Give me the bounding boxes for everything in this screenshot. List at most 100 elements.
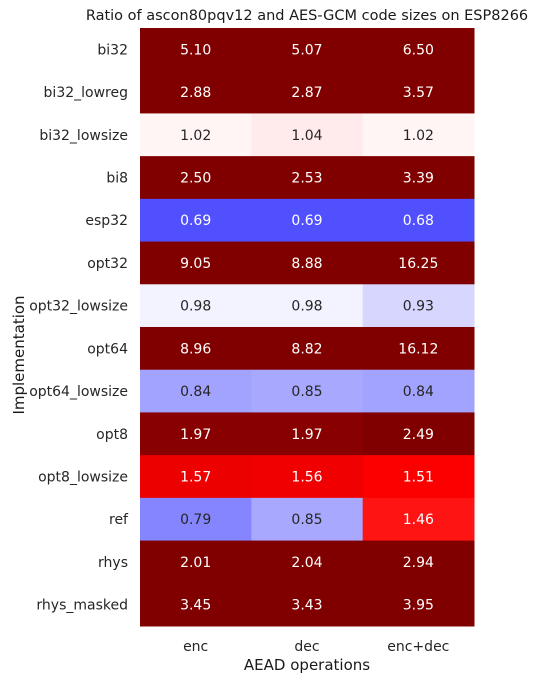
cell-value-label: 1.04 bbox=[291, 128, 322, 144]
cell-value-label: 1.02 bbox=[180, 128, 211, 144]
cell-value-label: 0.68 bbox=[403, 213, 434, 229]
heatmap-cell bbox=[251, 327, 364, 371]
cell-value-label: 3.95 bbox=[403, 598, 434, 614]
cell-value-label: 5.07 bbox=[291, 42, 322, 58]
column-tick-label: enc+dec bbox=[387, 639, 449, 655]
row-tick-label: esp32 bbox=[85, 213, 128, 229]
cell-value-label: 2.49 bbox=[403, 427, 434, 443]
cell-value-label: 1.02 bbox=[403, 128, 434, 144]
row-tick-label: rhys bbox=[98, 555, 128, 571]
row-tick-label: opt32_lowsize bbox=[29, 299, 128, 315]
cell-value-label: 3.45 bbox=[180, 598, 211, 614]
heatmap-cell bbox=[362, 198, 475, 243]
cell-value-label: 5.10 bbox=[180, 42, 211, 58]
heatmap-cell bbox=[362, 540, 475, 584]
heatmap-cell bbox=[362, 70, 475, 114]
heatmap-cell bbox=[362, 241, 475, 285]
heatmap-cell bbox=[140, 369, 252, 413]
cell-value-label: 0.98 bbox=[291, 299, 322, 315]
cell-value-label: 3.39 bbox=[403, 171, 434, 187]
heatmap-cell bbox=[140, 70, 252, 114]
heatmap-cell bbox=[140, 241, 252, 285]
heatmap-cell bbox=[251, 241, 364, 285]
cell-value-label: 8.96 bbox=[180, 341, 211, 357]
heatmap-cell bbox=[140, 28, 252, 72]
cell-value-label: 3.57 bbox=[403, 85, 434, 101]
cell-value-label: 0.69 bbox=[180, 213, 211, 229]
cell-value-label: 0.84 bbox=[403, 384, 434, 400]
cell-value-label: 2.94 bbox=[403, 555, 434, 571]
heatmap-cell bbox=[140, 113, 252, 157]
column-tick-label: enc bbox=[183, 639, 208, 655]
cell-value-label: 3.43 bbox=[291, 598, 322, 614]
heatmap-cell bbox=[140, 156, 252, 200]
heatmap-cell bbox=[362, 369, 475, 413]
heatmap-cell bbox=[251, 28, 364, 72]
column-tick-label: dec bbox=[294, 639, 319, 655]
heatmap-cell bbox=[140, 583, 252, 627]
heatmap-cell bbox=[362, 327, 475, 371]
heatmap-cell bbox=[251, 412, 364, 456]
row-tick-label: opt64_lowsize bbox=[29, 384, 128, 400]
cell-value-label: 8.82 bbox=[291, 341, 322, 357]
cell-value-label: 0.98 bbox=[180, 299, 211, 315]
heatmap-cell bbox=[251, 497, 364, 542]
row-tick-label: opt64 bbox=[87, 341, 128, 357]
cell-value-label: 2.87 bbox=[291, 85, 322, 101]
cell-value-label: 1.51 bbox=[403, 470, 434, 486]
heatmap-cell bbox=[362, 412, 475, 456]
heatmap-cell bbox=[251, 455, 364, 499]
chart-title: Ratio of ascon80pqv12 and AES-GCM code s… bbox=[86, 8, 528, 24]
heatmap-cell bbox=[140, 497, 252, 542]
row-tick-label: opt8_lowsize bbox=[38, 470, 128, 486]
heatmap-cell bbox=[251, 113, 364, 157]
cell-value-label: 1.97 bbox=[291, 427, 322, 443]
cell-value-label: 2.50 bbox=[180, 171, 211, 187]
heatmap-cell bbox=[362, 113, 475, 157]
heatmap-cell bbox=[140, 198, 252, 243]
cell-value-label: 0.93 bbox=[403, 299, 434, 315]
cell-value-label: 6.50 bbox=[403, 42, 434, 58]
heatmap-cell bbox=[140, 455, 252, 499]
heatmap-cell bbox=[251, 70, 364, 114]
cell-value-label: 0.85 bbox=[291, 512, 322, 528]
heatmap-cell bbox=[251, 369, 364, 413]
cell-value-label: 1.46 bbox=[403, 512, 434, 528]
cell-value-label: 16.25 bbox=[398, 256, 438, 272]
heatmap-cell bbox=[362, 583, 475, 627]
row-tick-label: opt32 bbox=[87, 256, 128, 272]
cell-value-label: 1.56 bbox=[291, 470, 322, 486]
heatmap-cell bbox=[251, 583, 364, 627]
y-axis-label: Implementation bbox=[10, 295, 28, 414]
cell-value-label: 0.69 bbox=[291, 213, 322, 229]
cell-value-label: 16.12 bbox=[398, 341, 438, 357]
row-tick-label: rhys_masked bbox=[36, 598, 128, 614]
x-axis-label: AEAD operations bbox=[244, 656, 370, 674]
heatmap-cell bbox=[362, 455, 475, 499]
cell-value-label: 2.04 bbox=[291, 555, 322, 571]
cell-value-label: 0.79 bbox=[180, 512, 211, 528]
heatmap-cell bbox=[140, 412, 252, 456]
heatmap-cell bbox=[140, 540, 252, 584]
row-tick-label: ref bbox=[109, 512, 129, 528]
heatmap-cell bbox=[251, 284, 364, 328]
row-tick-label: bi32_lowreg bbox=[44, 85, 128, 101]
heatmap-cell bbox=[140, 284, 252, 328]
heatmap-cell bbox=[251, 198, 364, 243]
cell-value-label: 0.84 bbox=[180, 384, 211, 400]
heatmap-cell bbox=[251, 540, 364, 584]
row-tick-labels: bi32 bi32_lowreg bi32_lowsize bi8 esp32 opt32… bbox=[29, 42, 129, 613]
column-tick-labels: enc dec enc+dec bbox=[183, 639, 449, 655]
cell-value-label: 1.57 bbox=[180, 470, 211, 486]
heatmap-cell bbox=[362, 284, 475, 328]
heatmap-cell bbox=[251, 156, 364, 200]
heatmap-cell bbox=[140, 327, 252, 371]
heatmap-cell bbox=[362, 156, 475, 200]
heatmap-cells: 5.10 5.07 6.50 2.88 2.87 3.57 1.02 1.04 1.02 2.50… bbox=[140, 28, 475, 627]
cell-value-label: 8.88 bbox=[291, 256, 322, 272]
heatmap-cell bbox=[362, 497, 475, 542]
cell-value-label: 0.85 bbox=[291, 384, 322, 400]
cell-value-label: 2.01 bbox=[180, 555, 211, 571]
heatmap-cell bbox=[362, 28, 475, 72]
